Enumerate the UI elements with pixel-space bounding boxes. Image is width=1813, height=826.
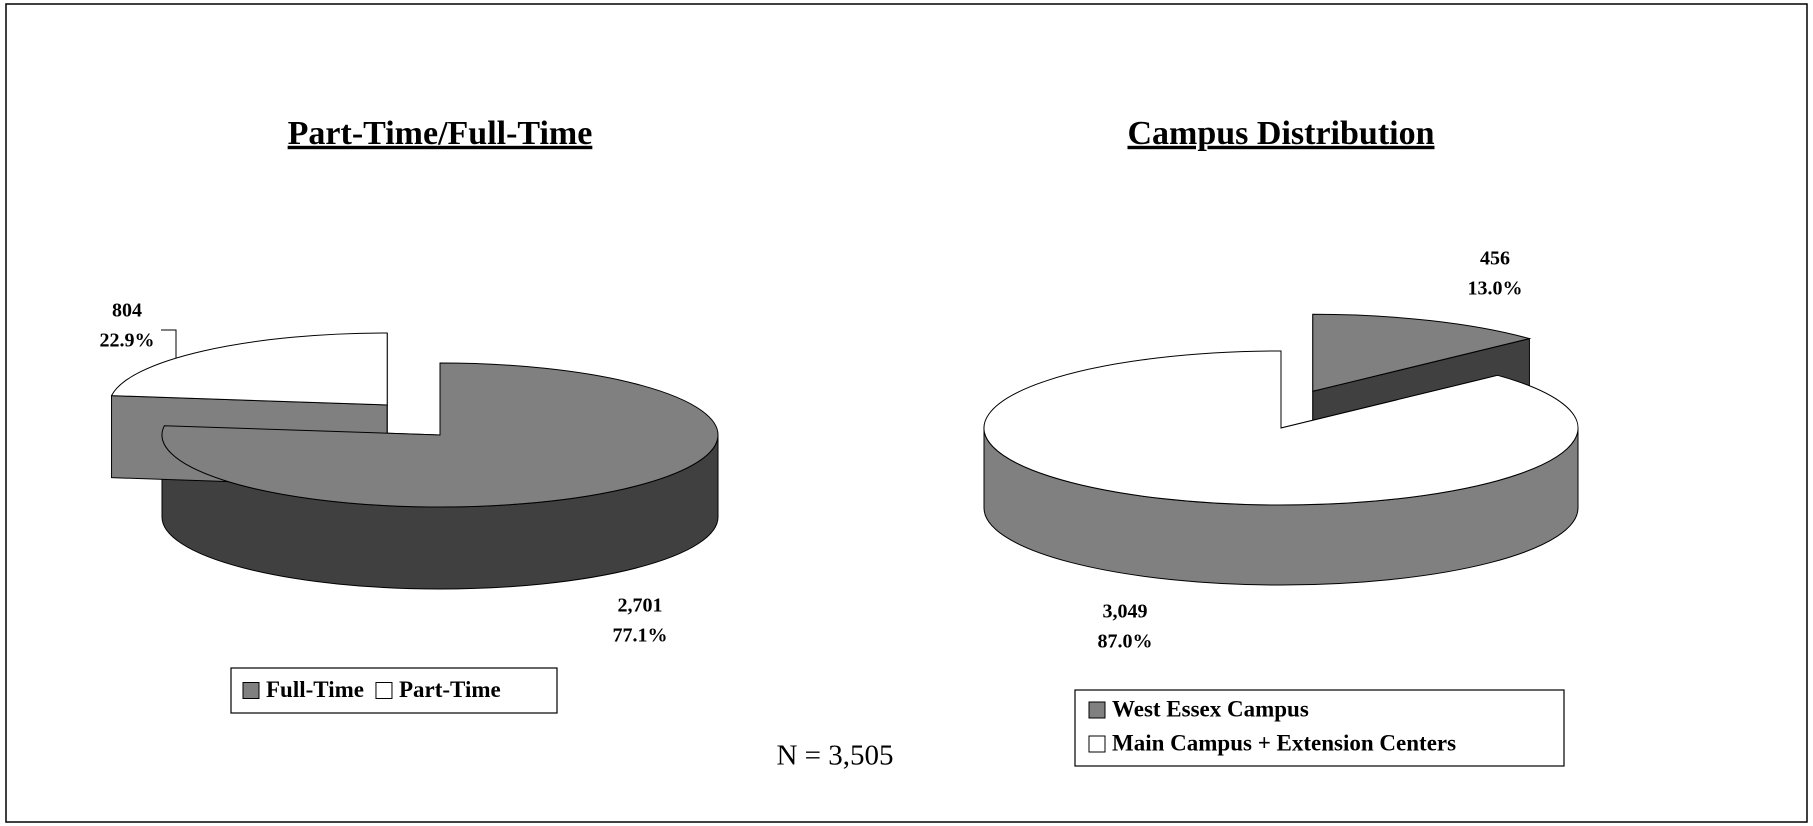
- legend-label: West Essex Campus: [1112, 696, 1309, 721]
- data-label-percent: 22.9%: [100, 330, 155, 352]
- legend-label: Full-Time: [266, 677, 364, 702]
- legend-box: [230, 667, 558, 714]
- data-label-count: 3,049: [1103, 601, 1148, 623]
- annotation: N = 3,505: [776, 740, 893, 772]
- leader-line: [161, 329, 177, 358]
- data-label-percent: 77.1%: [613, 625, 668, 647]
- legend-swatch: [375, 682, 393, 699]
- legend-label: Main Campus + Extension Centers: [1112, 730, 1456, 755]
- pie: [110, 332, 719, 590]
- pie-slice: [161, 362, 719, 508]
- chart-title: Campus Distribution: [1127, 115, 1434, 152]
- legend-swatch: [242, 682, 260, 699]
- pie-slice: [110, 332, 388, 406]
- legend-box: [1074, 689, 1565, 767]
- legend-label: Part-Time: [399, 677, 501, 702]
- legend-swatch: [1088, 701, 1106, 719]
- data-label-count: 804: [112, 300, 142, 322]
- data-label-count: 2,701: [618, 595, 663, 617]
- chart-title: Part-Time/Full-Time: [288, 115, 593, 152]
- legend-swatch: [1088, 735, 1106, 753]
- pie-slice: [1312, 313, 1532, 392]
- data-label-percent: 13.0%: [1468, 278, 1523, 300]
- pie: [983, 313, 1579, 586]
- data-label-count: 456: [1480, 248, 1510, 270]
- data-label-percent: 87.0%: [1098, 631, 1153, 653]
- pie-slice: [983, 350, 1579, 506]
